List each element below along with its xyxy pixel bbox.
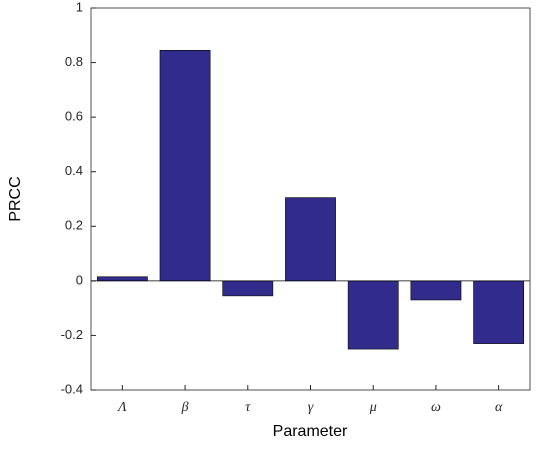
y-axis-label: PRCC xyxy=(7,176,24,221)
x-tick-label: γ xyxy=(308,400,314,415)
x-tick-label: β xyxy=(181,400,189,415)
bar xyxy=(285,197,336,282)
y-tick-label: 0.6 xyxy=(65,109,83,124)
plot-frame xyxy=(90,7,531,391)
y-tick-label: 1 xyxy=(76,0,83,14)
y-tick-label: 0.8 xyxy=(65,54,83,69)
bar xyxy=(222,280,274,297)
y-tick-label: -0.2 xyxy=(61,327,83,342)
x-tick-label: ω xyxy=(431,400,441,415)
y-tick-label: 0.2 xyxy=(65,218,83,233)
y-tick-label: -0.4 xyxy=(61,381,83,396)
x-tick-label: τ xyxy=(245,400,251,415)
bar xyxy=(159,49,211,282)
bar xyxy=(473,280,525,344)
bar xyxy=(410,280,462,301)
bar xyxy=(347,280,399,350)
x-tick-label: μ xyxy=(369,400,377,415)
y-tick-label: 0.4 xyxy=(65,163,83,178)
bar xyxy=(96,276,148,282)
x-axis-label: Parameter xyxy=(273,423,348,440)
x-tick-label: Λ xyxy=(116,400,127,415)
y-tick-label: 0 xyxy=(76,272,83,287)
x-tick-label: α xyxy=(495,400,503,415)
